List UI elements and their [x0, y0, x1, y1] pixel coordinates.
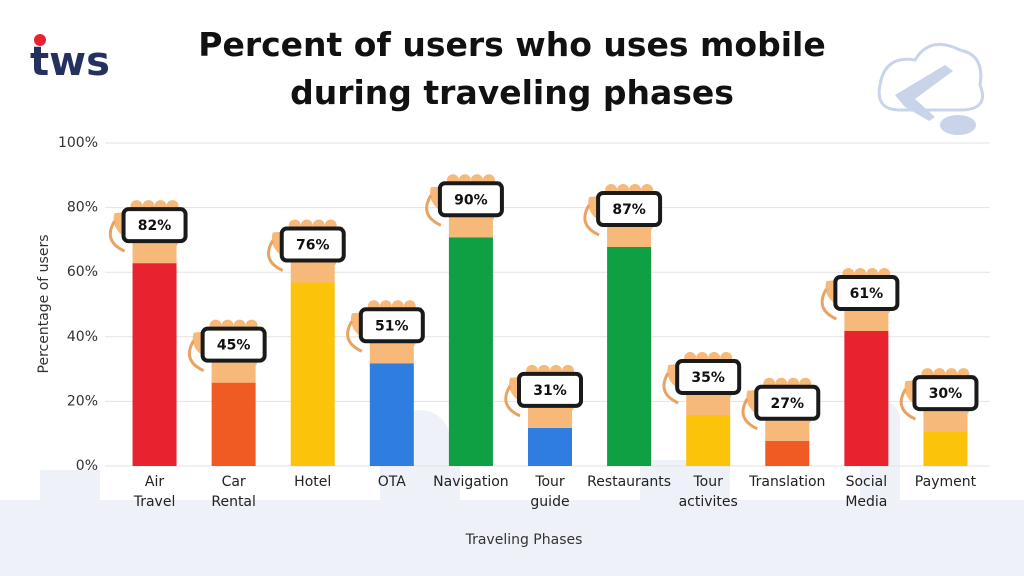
bar [504, 364, 583, 466]
value-label: 27% [771, 396, 805, 412]
phone [833, 274, 900, 311]
phone [200, 326, 267, 363]
sleeve [132, 263, 177, 466]
y-tick-label: 0% [76, 458, 98, 474]
value-label: 90% [454, 192, 488, 208]
thumb [504, 385, 521, 418]
y-axis-title: Percentage of users [36, 235, 52, 374]
y-tick-label: 100% [58, 135, 98, 151]
thumb [425, 194, 442, 227]
sleeve [448, 237, 493, 466]
value-label: 76% [296, 238, 330, 254]
x-tick-label: Translation [748, 474, 825, 490]
thumb [583, 204, 600, 237]
thumb [267, 239, 284, 272]
bar [820, 267, 900, 466]
value-label: 51% [375, 318, 409, 334]
value-label: 82% [138, 218, 172, 234]
thumb [346, 320, 363, 353]
thumb [108, 220, 126, 253]
x-tick-label: Air Travel [133, 474, 176, 510]
sleeve [923, 431, 968, 466]
sleeve [211, 382, 256, 466]
bar [187, 319, 267, 466]
sleeve [528, 427, 572, 466]
thumb [899, 388, 917, 421]
bar [425, 174, 504, 466]
phone [675, 358, 742, 395]
phone [912, 375, 979, 412]
value-label: 61% [850, 286, 884, 302]
phone [596, 190, 663, 227]
sleeve [290, 282, 335, 466]
phone [358, 307, 425, 344]
bar [267, 219, 346, 466]
x-axis-title: Traveling Phases [465, 532, 583, 548]
x-tick-label: Hotel [294, 474, 331, 490]
x-tick-label: Social Media [845, 474, 887, 510]
x-tick-label: Tour guide [530, 474, 569, 510]
x-tick-label: OTA [378, 474, 406, 490]
value-label: 87% [612, 202, 646, 218]
chart-title: Percent of users who uses mobile during t… [198, 25, 825, 112]
x-tick-label: Payment [915, 474, 977, 490]
phone [754, 384, 821, 421]
x-tick-label: Navigation [433, 474, 509, 490]
bar [583, 183, 663, 466]
sleeve [607, 246, 652, 466]
value-label: 31% [533, 383, 567, 399]
bar [108, 200, 188, 466]
value-label: 35% [691, 370, 725, 386]
bar [346, 300, 425, 466]
logo: tws [30, 34, 110, 85]
logo-dot [34, 34, 46, 46]
sleeve [369, 363, 414, 466]
phone [279, 226, 346, 263]
bar [741, 377, 821, 466]
y-tick-label: 40% [67, 329, 98, 345]
thumb [820, 288, 838, 321]
y-tick-label: 60% [67, 264, 98, 280]
phone [437, 181, 504, 218]
x-tick-label: Tour activites [679, 474, 738, 510]
y-tick-label: 80% [67, 200, 98, 216]
phone [121, 207, 188, 244]
sleeve [686, 414, 731, 466]
value-label: 45% [217, 338, 251, 354]
sleeve [765, 440, 810, 466]
value-label: 30% [929, 386, 963, 402]
cloud-decoration [877, 42, 984, 135]
thumb [187, 339, 205, 373]
phone [517, 371, 583, 408]
bar [662, 351, 742, 466]
x-tick-label: Restaurants [587, 474, 671, 490]
thumb [741, 398, 758, 431]
y-tick-label: 20% [67, 393, 98, 409]
bar [899, 368, 979, 466]
sleeve [844, 330, 889, 466]
logo-text: tws [30, 39, 110, 85]
x-tick-label: Car Rental [211, 474, 256, 510]
thumb [662, 372, 679, 405]
